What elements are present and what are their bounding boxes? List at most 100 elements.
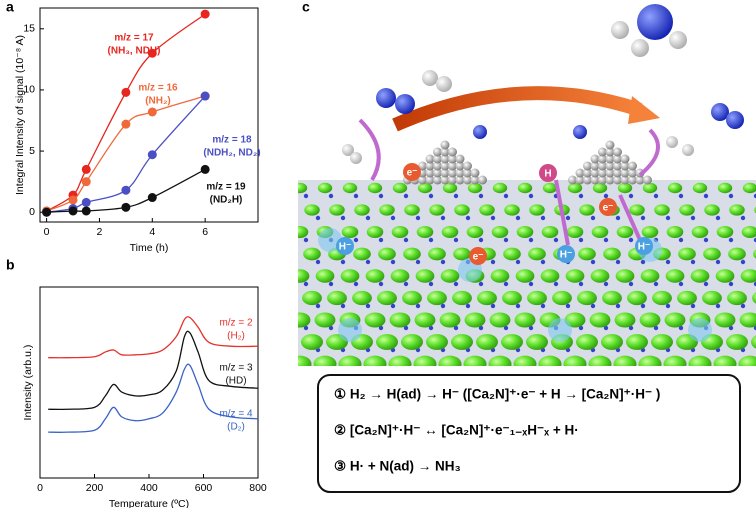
legend-species: (NDH₂, ND₂)	[203, 148, 260, 159]
ca-atom	[716, 226, 734, 238]
illustration-label: H⁻	[560, 250, 573, 261]
ca-atom	[298, 226, 309, 238]
metal-atom	[598, 147, 607, 157]
n-atom	[678, 281, 684, 287]
n-atom	[328, 325, 334, 331]
n-atom	[328, 281, 334, 287]
equation: ① H₂ → H(ad) → H⁻ ([Ca₂N]⁺·e⁻ + H → [Ca₂…	[334, 387, 660, 402]
n-atom	[403, 193, 409, 199]
ca-atom	[538, 355, 562, 366]
n-atom	[328, 193, 334, 199]
atom	[637, 4, 673, 40]
n-atom	[404, 370, 408, 374]
ca-atom	[377, 290, 397, 306]
metal-atom	[455, 154, 465, 164]
metal-atom	[470, 168, 480, 178]
illustration-label: e⁻	[473, 252, 484, 263]
n-atom	[603, 193, 609, 199]
marker	[81, 197, 91, 207]
metal-atom	[590, 161, 600, 171]
n-atom	[503, 237, 509, 243]
metal-atom	[605, 140, 615, 150]
ca-atom	[727, 290, 747, 306]
h-arrow	[358, 118, 381, 182]
ca-atom	[466, 226, 484, 238]
n-atom	[678, 325, 684, 331]
metal-atom	[590, 168, 600, 178]
ca-atom	[601, 334, 623, 350]
y-axis-label: Integral Intensity of signal (10⁻⁸ A)	[14, 35, 26, 195]
ca-atom	[692, 182, 708, 194]
n-atom	[603, 325, 609, 331]
metal-atom	[418, 175, 427, 185]
marker	[200, 9, 210, 19]
n-atom	[654, 370, 658, 374]
n-atom	[478, 281, 484, 287]
n-atom	[440, 303, 446, 309]
ca-atom	[302, 290, 322, 306]
panel-label: c	[302, 0, 310, 15]
n-atom	[715, 215, 721, 221]
ca-atom	[366, 226, 384, 238]
ca-atom	[515, 269, 535, 283]
n-atom	[578, 325, 584, 331]
n-atom	[665, 259, 671, 265]
n-atom	[665, 215, 671, 221]
ca-atom	[413, 355, 437, 366]
metal-atom	[448, 168, 457, 178]
ca-atom	[577, 290, 597, 306]
n-atom	[340, 303, 346, 309]
ca-atom	[542, 182, 558, 194]
metal-atom	[440, 168, 450, 178]
n-atom	[353, 281, 359, 287]
ca-atom	[702, 290, 722, 306]
metal-atom	[620, 175, 630, 185]
metal-atom	[635, 175, 645, 185]
n-atom	[640, 259, 646, 265]
metal-atom	[433, 175, 442, 185]
n-atom	[428, 325, 434, 331]
atom	[473, 125, 487, 139]
marker	[81, 164, 91, 174]
n-atom	[465, 303, 471, 309]
label-ball	[336, 237, 354, 255]
n-atom	[515, 215, 521, 221]
metal-atom	[598, 154, 607, 164]
series-line	[46, 13, 206, 212]
legend-label: m/z = 16	[138, 83, 178, 94]
ca-atom	[403, 247, 421, 261]
ca-atom	[615, 269, 635, 283]
n-atom	[365, 259, 371, 265]
n-atom	[329, 370, 333, 374]
marker	[147, 150, 157, 160]
ca-atom	[438, 355, 462, 366]
ca-atom	[441, 226, 459, 238]
ca-atom	[566, 226, 584, 238]
n-atom	[303, 237, 309, 243]
metal-atom	[425, 161, 435, 171]
n-atom	[740, 215, 746, 221]
ca-atom	[641, 226, 659, 238]
ca-atom	[741, 226, 756, 238]
ca-atom	[629, 204, 645, 216]
ca-atom	[467, 182, 483, 194]
n-atom	[590, 303, 596, 309]
legend-species: (H₂)	[227, 331, 245, 342]
metal-atom	[448, 175, 457, 185]
n-atom	[603, 237, 609, 243]
legend-species: (NH₃, NDH)	[108, 46, 161, 57]
n-atom	[640, 215, 646, 221]
x-tick-label: 200	[86, 482, 104, 494]
legend-label: m/z = 4	[219, 409, 253, 420]
n-atom	[465, 215, 471, 221]
n-atom	[715, 303, 721, 309]
ca-atom	[678, 247, 696, 261]
n-atom	[578, 237, 584, 243]
n-atom	[428, 193, 434, 199]
n-atom	[504, 370, 508, 374]
ca-atom	[442, 182, 458, 194]
atom	[376, 88, 396, 108]
ca-atom	[491, 226, 509, 238]
n-atom	[703, 281, 709, 287]
n-atom	[653, 325, 659, 331]
